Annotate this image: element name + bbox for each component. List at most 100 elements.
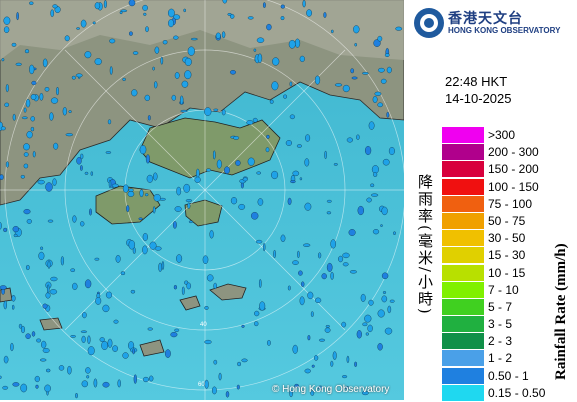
rain-echo [25,333,31,340]
rain-echo [131,89,138,97]
rain-echo [216,159,222,169]
rain-echo [102,381,110,388]
rain-echo [233,135,240,140]
rain-echo [87,335,91,345]
rain-echo [314,355,319,361]
rain-echo [303,243,311,247]
rain-echo [387,305,392,314]
rain-echo [325,324,330,328]
rain-echo [145,154,150,164]
rain-echo [324,327,331,333]
rain-echo [35,384,39,389]
rain-echo [23,107,27,113]
range-label-60: 60 [198,382,205,388]
rain-echo [342,252,350,259]
rain-echo [138,217,143,221]
legend-label: 200 - 300 [488,145,539,160]
rain-echo [13,233,18,238]
rain-echo [257,198,264,206]
rain-echo [86,375,90,379]
rain-echo [3,227,8,232]
rain-echo [153,81,158,89]
rain-echo [357,205,364,216]
rain-echo [21,325,26,334]
rain-echo [171,94,177,101]
new-territories-island [139,117,281,179]
rain-echo [64,35,70,42]
rain-echo [52,4,58,9]
rain-echo [294,38,301,48]
rain-echo [289,81,293,87]
rain-echo [126,205,130,213]
rain-echo [229,13,235,19]
rain-echo [307,335,311,341]
rain-echo [362,72,369,75]
rain-echo [71,75,76,80]
rain-echo [32,150,36,158]
rain-echo [31,331,36,337]
legend-title-english: Rainfall Rate (mm/h) [553,243,569,380]
rain-echo [172,221,177,229]
rain-echo [161,261,165,270]
rain-echo [362,322,368,327]
rain-echo [285,140,293,146]
rain-echo [109,38,116,44]
rain-echo [127,191,135,197]
rain-echo [237,361,242,367]
observation-time: 22:48 HKT [445,74,508,89]
rain-echo [70,335,76,338]
rain-echo [85,367,91,374]
rain-echo [174,328,180,332]
rain-echo [11,294,16,302]
rain-echo [247,16,254,20]
rain-echo [194,176,201,183]
rain-echo [0,126,6,131]
rain-echo [107,338,113,348]
legend-swatch [442,230,484,247]
rain-echo [94,257,100,261]
rain-echo [292,344,298,354]
rain-echo [128,188,134,192]
rain-echo [94,58,102,65]
rain-echoes [0,0,403,399]
rain-echo [42,348,50,353]
rain-echo [280,4,285,9]
rain-echo [297,250,300,259]
rain-echo [40,358,47,362]
rain-echo [122,77,126,81]
rain-echo [45,182,53,192]
rain-echo [292,260,299,265]
rain-echo [324,150,327,160]
rain-echo [148,375,154,382]
rain-echo [162,40,168,45]
rain-echo [258,279,262,288]
rain-echo [173,35,179,40]
rain-echo [67,365,72,375]
legend-label: 7 - 10 [488,282,519,297]
rain-echo [247,157,255,166]
rain-echo [259,301,266,311]
rain-echo [351,76,358,80]
rain-echo [190,37,198,41]
rain-echo [365,332,369,336]
rain-echo [154,46,160,54]
rain-echo [256,171,262,175]
rain-echo [330,29,334,34]
rain-echo [76,27,81,30]
rain-echo [346,137,354,143]
rain-echo [354,361,357,367]
rain-echo [341,321,347,328]
rain-echo [373,172,378,177]
rain-echo [80,165,83,171]
rain-echo [372,95,378,103]
rain-echo [60,256,64,266]
rain-echo [236,384,240,390]
rain-echo [90,171,94,176]
rain-echo [326,199,332,203]
observatory-logo: 香港天文台 HONG KONG OBSERVATORY [414,6,574,40]
rain-echo [330,239,337,249]
rain-echo [377,35,383,42]
rain-echo [122,184,129,193]
rain-echo [3,26,10,34]
rain-echo [174,206,182,212]
